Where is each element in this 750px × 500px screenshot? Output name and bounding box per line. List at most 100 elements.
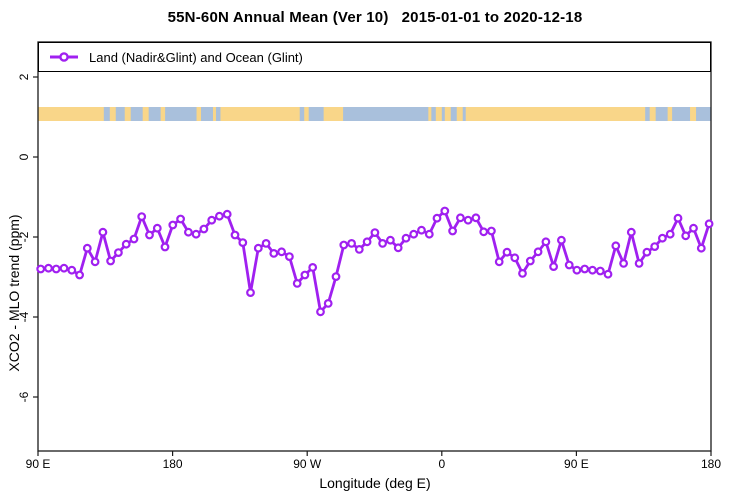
y-tick-label: 0 xyxy=(17,153,31,160)
data-point-marker xyxy=(300,270,310,280)
data-point-marker xyxy=(160,242,170,252)
data-point-marker xyxy=(253,243,263,253)
map-strip-land-segment xyxy=(196,107,202,121)
x-tick-label: 90 E xyxy=(564,457,589,471)
data-point-marker xyxy=(168,220,178,230)
y-tick-label: 2 xyxy=(17,73,31,80)
y-tick-label: -6 xyxy=(17,391,31,402)
data-point-marker xyxy=(191,229,201,239)
data-point-marker xyxy=(316,307,325,317)
x-tick-label: 180 xyxy=(163,457,183,471)
data-point-marker xyxy=(409,229,419,239)
data-point-marker xyxy=(354,244,364,254)
data-point-marker xyxy=(199,224,209,234)
data-point-marker xyxy=(386,235,395,245)
data-point-marker xyxy=(214,211,224,221)
data-point-marker xyxy=(549,262,558,272)
data-point-marker xyxy=(59,263,69,273)
map-strip-land-segment xyxy=(456,107,463,121)
data-point-marker xyxy=(611,241,621,251)
data-point-marker xyxy=(448,226,458,236)
data-point-marker xyxy=(626,227,636,237)
data-point-marker xyxy=(261,238,271,248)
data-point-marker xyxy=(619,259,628,268)
data-point-marker xyxy=(525,256,535,266)
x-axis-title: Longitude (deg E) xyxy=(319,475,431,491)
data-point-marker xyxy=(487,226,496,236)
data-point-marker xyxy=(689,223,698,233)
data-point-marker xyxy=(572,265,582,275)
data-line xyxy=(39,209,711,314)
legend-circle-marker-icon xyxy=(59,52,69,62)
legend-label: Land (Nadir&Glint) and Ocean (Glint) xyxy=(89,49,303,65)
data-point-marker xyxy=(471,213,481,223)
data-point-marker xyxy=(98,227,108,237)
data-point-marker xyxy=(673,213,683,223)
map-strip-land-segment xyxy=(667,107,673,121)
map-strip-land-segment xyxy=(435,107,442,121)
data-point-marker xyxy=(67,265,77,275)
data-point-marker xyxy=(401,233,411,243)
y-tick-label: -4 xyxy=(17,311,31,322)
data-point-marker xyxy=(331,272,341,282)
data-point-marker xyxy=(222,209,232,219)
data-point-marker xyxy=(393,243,403,253)
data-point-marker xyxy=(246,288,255,298)
data-point-marker xyxy=(44,263,53,273)
data-point-marker xyxy=(650,242,660,252)
plot-frame xyxy=(37,41,712,452)
data-point-marker xyxy=(308,263,318,272)
data-point-marker xyxy=(440,206,450,216)
legend-line-marker-icon xyxy=(50,52,78,62)
data-point-marker xyxy=(129,234,139,244)
map-strip-land-segment xyxy=(160,107,166,121)
data-point-marker xyxy=(603,269,613,279)
map-strip-land-segment xyxy=(465,107,646,121)
data-point-marker xyxy=(75,270,84,280)
map-strip-land-segment xyxy=(142,107,149,121)
data-point-marker xyxy=(494,257,504,267)
map-strip-land-segment xyxy=(428,107,432,121)
map-strip-land-segment xyxy=(649,107,656,121)
data-point-marker xyxy=(238,238,248,248)
data-point-marker xyxy=(658,233,667,243)
map-strip-land-segment xyxy=(690,107,697,121)
data-point-marker xyxy=(595,266,605,276)
data-point-marker xyxy=(424,229,434,239)
y-tick-label: -2 xyxy=(17,231,31,242)
map-strip-land-segment xyxy=(109,107,116,121)
data-point-marker xyxy=(347,238,357,248)
data-point-marker xyxy=(502,247,512,257)
x-tick-label: 180 xyxy=(701,457,721,471)
map-strip-land-segment xyxy=(38,107,104,121)
data-point-marker xyxy=(145,230,154,240)
data-point-marker xyxy=(518,269,527,278)
chart-title: 55N-60N Annual Mean (Ver 10) 2015-01-01 … xyxy=(167,9,583,26)
data-point-marker xyxy=(463,215,473,225)
map-strip-land-segment xyxy=(124,107,131,121)
data-point-marker xyxy=(292,279,302,288)
data-point-marker xyxy=(152,223,162,233)
data-point-marker xyxy=(323,299,333,308)
data-point-marker xyxy=(432,213,442,223)
data-point-marker xyxy=(642,247,652,257)
x-tick-label: 0 xyxy=(438,457,445,471)
data-point-marker xyxy=(269,248,279,258)
data-point-marker xyxy=(277,247,287,257)
data-point-marker xyxy=(417,225,426,235)
data-point-marker xyxy=(82,243,92,253)
data-point-marker xyxy=(176,214,186,224)
data-point-marker xyxy=(370,228,380,238)
data-point-marker xyxy=(665,229,675,239)
data-point-marker xyxy=(378,238,388,248)
data-point-marker xyxy=(285,252,294,262)
data-point-marker xyxy=(183,227,193,237)
data-point-marker xyxy=(106,256,115,266)
data-point-marker xyxy=(557,235,566,245)
data-point-marker xyxy=(541,237,551,247)
data-point-marker xyxy=(207,215,217,225)
data-point-marker xyxy=(36,264,46,274)
data-point-marker xyxy=(121,239,131,249)
